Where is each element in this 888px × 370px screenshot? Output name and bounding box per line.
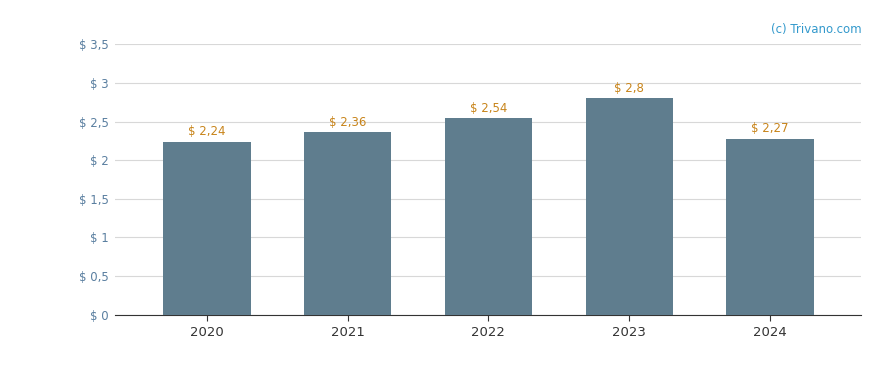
- Text: $ 2,8: $ 2,8: [614, 81, 644, 95]
- Text: $ 2,36: $ 2,36: [329, 115, 367, 128]
- Bar: [304, 132, 392, 314]
- Bar: [445, 118, 532, 314]
- Text: (c) Trivano.com: (c) Trivano.com: [771, 23, 861, 36]
- Text: $ 2,54: $ 2,54: [470, 102, 507, 115]
- Text: $ 2,24: $ 2,24: [188, 125, 226, 138]
- Bar: [163, 142, 250, 314]
- Bar: [726, 139, 813, 314]
- Bar: [585, 98, 673, 314]
- Text: $ 2,27: $ 2,27: [751, 122, 789, 135]
